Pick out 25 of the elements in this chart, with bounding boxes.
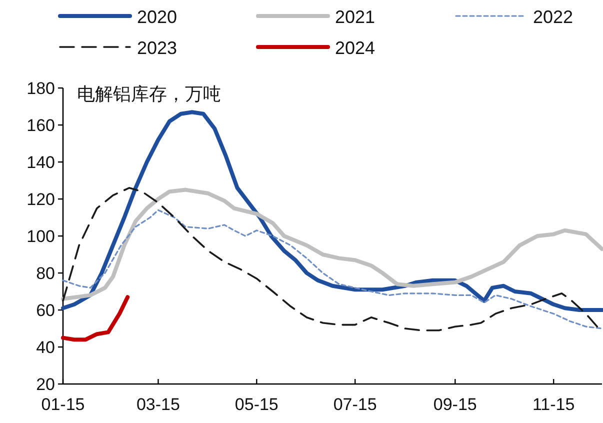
x-tick-label: 01-15 — [41, 395, 85, 414]
line-series — [62, 209, 603, 330]
y-tick-label: 60 — [36, 301, 55, 320]
legend-label: 2020 — [137, 7, 178, 27]
x-tick-label: 07-15 — [333, 395, 377, 414]
legend-label: 2021 — [335, 7, 376, 27]
legend-label: 2022 — [533, 7, 574, 27]
line-series — [61, 188, 603, 301]
y-tick-label: 20 — [36, 375, 55, 394]
x-tick-label: 11-15 — [532, 395, 575, 414]
y-tick-label: 140 — [26, 153, 55, 172]
x-tick-label: 05-15 — [234, 395, 278, 414]
line-series — [61, 295, 130, 342]
x-tick-label: 09-15 — [433, 395, 477, 414]
legend-label: 2024 — [335, 38, 376, 58]
y-tick-label: 100 — [26, 227, 55, 246]
legend-label: 2023 — [137, 38, 178, 58]
y-tick-label: 80 — [36, 264, 55, 283]
y-tick-label: 120 — [26, 190, 55, 209]
y-tick-label: 40 — [36, 338, 55, 357]
y-tick-label: 180 — [26, 79, 55, 98]
y-tick-label: 160 — [26, 116, 55, 135]
y-axis-title: 电解铝库存，万吨 — [77, 84, 221, 104]
line-series — [61, 110, 603, 312]
x-tick-label: 03-15 — [136, 395, 180, 414]
